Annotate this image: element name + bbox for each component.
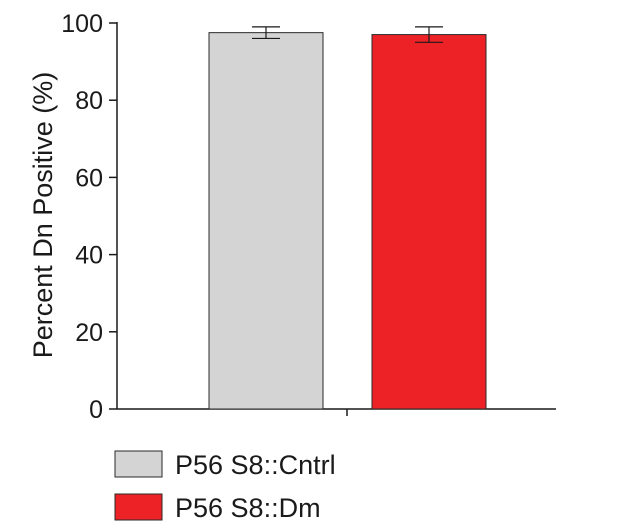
- bars: [208, 26, 487, 410]
- legend-swatch-1: [114, 450, 163, 478]
- bar-1: [208, 32, 324, 410]
- y-ticks: 0 20 40 60 80 100: [61, 10, 117, 424]
- legend-label-2: P56 S8::Dm: [175, 493, 321, 523]
- legend-swatch-2: [114, 493, 163, 521]
- y-tick-label: 40: [75, 242, 103, 270]
- y-tick-label: 20: [75, 319, 103, 347]
- x-axis: [117, 408, 556, 416]
- y-tick-label: 100: [61, 10, 103, 38]
- bar-2: [371, 34, 487, 410]
- y-axis-title: Percent Dn Positive (%): [28, 72, 58, 359]
- legend-label-1: P56 S8::Cntrl: [175, 450, 336, 480]
- y-tick-label: 0: [89, 396, 103, 424]
- y-tick-label: 80: [75, 87, 103, 115]
- y-axis: 0 20 40 60 80 100 Percent Dn Positive (%): [28, 10, 118, 424]
- y-tick-label: 60: [75, 164, 103, 192]
